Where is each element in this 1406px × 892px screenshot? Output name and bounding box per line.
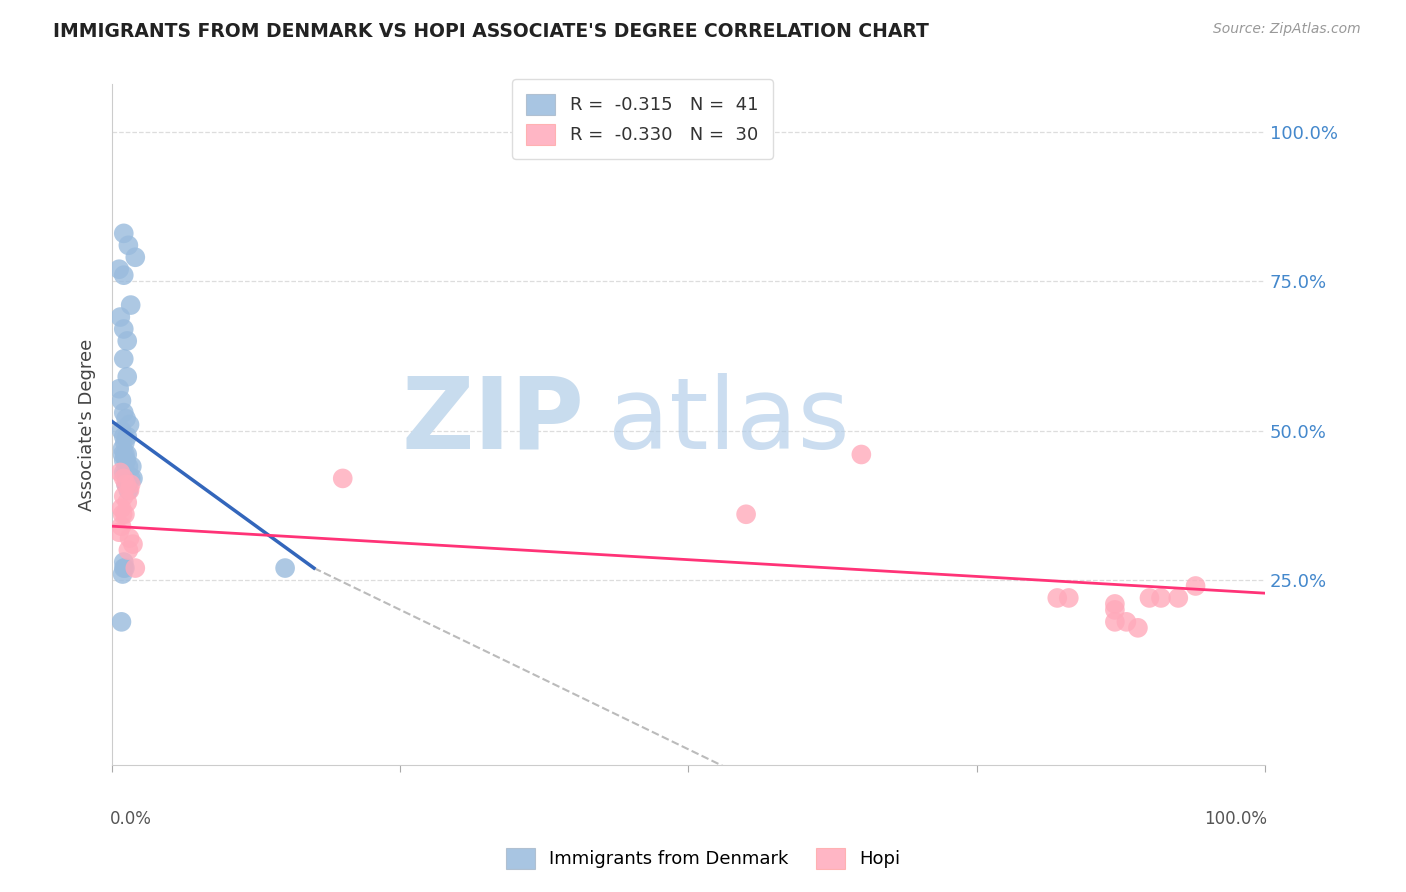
Point <box>117 543 139 558</box>
Point <box>118 483 141 498</box>
Point <box>1104 603 1126 617</box>
Point <box>115 411 138 425</box>
Point <box>1115 615 1137 629</box>
Point <box>1139 591 1161 605</box>
Point <box>114 508 136 522</box>
Point <box>108 262 131 277</box>
Point <box>117 459 139 474</box>
Point <box>108 382 131 396</box>
Point <box>111 448 134 462</box>
Point <box>115 466 138 480</box>
Point <box>1150 591 1173 605</box>
Point <box>115 334 138 348</box>
Point <box>1184 579 1206 593</box>
Point <box>122 471 145 485</box>
Text: IMMIGRANTS FROM DENMARK VS HOPI ASSOCIATE'S DEGREE CORRELATION CHART: IMMIGRANTS FROM DENMARK VS HOPI ASSOCIAT… <box>53 22 929 41</box>
Y-axis label: Associate's Degree: Associate's Degree <box>79 338 96 511</box>
Point <box>112 453 135 467</box>
Point <box>112 471 135 485</box>
Point <box>124 561 146 575</box>
Text: atlas: atlas <box>607 373 849 470</box>
Point <box>117 238 139 252</box>
Point <box>118 417 141 432</box>
Point <box>108 525 131 540</box>
Point <box>851 448 873 462</box>
Point <box>115 477 138 491</box>
Point <box>112 351 135 366</box>
Point <box>115 477 138 491</box>
Legend: Immigrants from Denmark, Hopi: Immigrants from Denmark, Hopi <box>499 840 907 876</box>
Point <box>110 615 132 629</box>
Point <box>112 406 135 420</box>
Point <box>110 310 132 324</box>
Point <box>115 477 138 491</box>
Point <box>332 471 354 485</box>
Point <box>110 466 132 480</box>
Point <box>112 322 135 336</box>
Point <box>117 483 139 498</box>
Point <box>735 508 758 522</box>
Point <box>1167 591 1189 605</box>
Point <box>1126 621 1149 635</box>
Point <box>1104 615 1126 629</box>
Point <box>111 442 134 456</box>
Point <box>124 250 146 264</box>
Point <box>112 429 135 443</box>
Point <box>115 369 138 384</box>
Point <box>110 424 132 438</box>
Point <box>110 393 132 408</box>
Point <box>112 227 135 241</box>
Legend: R =  -0.315   N =  41, R =  -0.330   N =  30: R = -0.315 N = 41, R = -0.330 N = 30 <box>512 79 773 159</box>
Point <box>115 448 138 462</box>
Point <box>111 508 134 522</box>
Point <box>120 298 142 312</box>
Point <box>115 453 138 467</box>
Point <box>112 268 135 283</box>
Point <box>122 537 145 551</box>
Text: 100.0%: 100.0% <box>1204 810 1267 828</box>
Point <box>118 531 141 545</box>
Point <box>111 567 134 582</box>
Point <box>120 471 142 485</box>
Point <box>1057 591 1080 605</box>
Point <box>114 435 136 450</box>
Point <box>120 477 142 491</box>
Point <box>112 489 135 503</box>
Text: ZIP: ZIP <box>402 373 585 470</box>
Point <box>1104 597 1126 611</box>
Point <box>112 466 135 480</box>
Point <box>1046 591 1069 605</box>
Point <box>274 561 297 575</box>
Point <box>115 495 138 509</box>
Point <box>115 429 138 443</box>
Point <box>121 459 143 474</box>
Text: Source: ZipAtlas.com: Source: ZipAtlas.com <box>1213 22 1361 37</box>
Text: 0.0%: 0.0% <box>110 810 152 828</box>
Point <box>114 561 136 575</box>
Point <box>112 555 135 569</box>
Point <box>110 501 132 516</box>
Point <box>112 561 135 575</box>
Point <box>114 448 136 462</box>
Point <box>110 519 132 533</box>
